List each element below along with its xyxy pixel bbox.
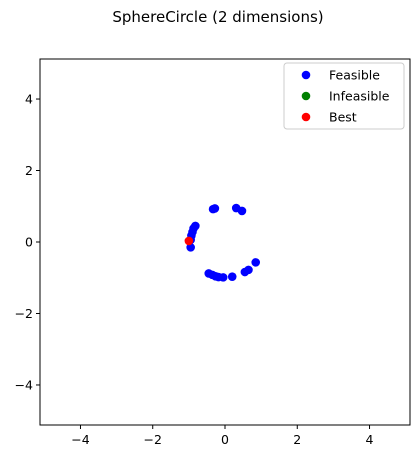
y-tick-label: −2	[15, 306, 33, 321]
legend-label-infeasible: Infeasible	[329, 89, 390, 104]
legend-label-best: Best	[329, 110, 357, 125]
y-tick-label: 2	[25, 163, 33, 178]
point-feasible-17	[244, 265, 253, 275]
point-feasible-7	[210, 204, 220, 213]
y-tick-label: 4	[25, 92, 33, 107]
x-tick-label: −4	[71, 432, 89, 447]
point-feasible-9	[237, 206, 247, 216]
x-tick-label: 4	[366, 432, 374, 447]
point-feasible-18	[251, 258, 261, 267]
legend-label-feasible: Feasible	[329, 68, 380, 83]
point-feasible-15	[227, 272, 237, 281]
legend-marker-infeasible	[301, 91, 311, 101]
y-tick-label: −4	[15, 377, 33, 392]
point-feasible-14	[218, 273, 228, 282]
y-axis: −4 −2 0 2 4	[15, 92, 40, 392]
legend-marker-best	[301, 112, 311, 122]
x-tick-label: −2	[144, 432, 162, 447]
x-tick-label: 0	[221, 432, 229, 447]
legend-marker-feasible	[301, 70, 311, 80]
point-best-0	[184, 236, 194, 246]
y-tick-label: 0	[25, 235, 33, 250]
x-tick-label: 2	[293, 432, 301, 447]
legend-box	[283, 62, 405, 130]
x-axis: −4 −2 0 2 4	[71, 425, 374, 447]
legend: Feasible Infeasible Best	[283, 62, 405, 130]
chart-title: SphereCircle (2 dimensions)	[112, 8, 323, 26]
